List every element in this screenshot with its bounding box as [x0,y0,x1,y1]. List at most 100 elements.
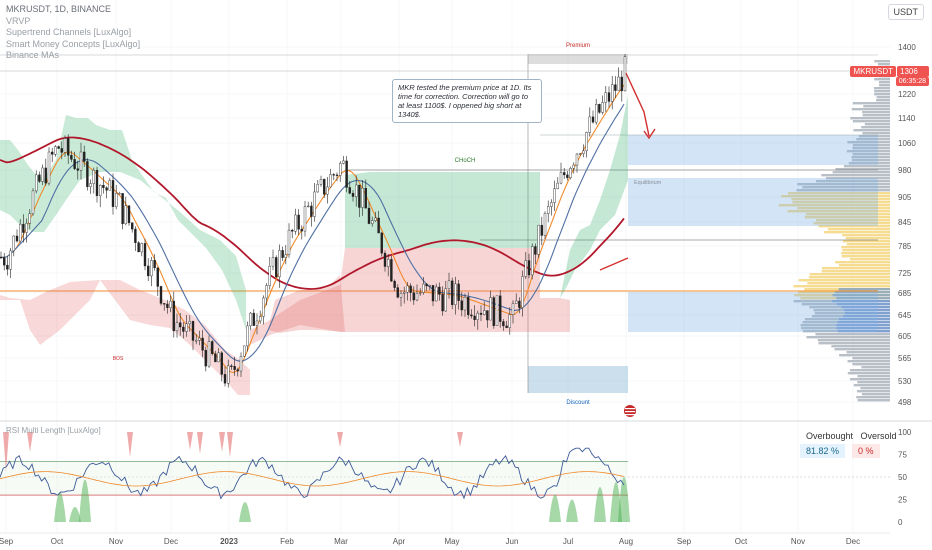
candle-body [44,167,47,184]
volume-profile-bar [835,261,890,264]
candle-body [332,174,335,176]
fvg-box-3 [628,292,878,332]
symbol-title[interactable]: MKRUSDT, 1D, BINANCE [6,4,112,14]
fvg-box-1 [628,135,878,165]
candle-body [547,206,550,214]
candle-body [527,260,531,276]
rsi-tick-label: 75 [898,451,907,460]
candle-body [41,167,44,182]
volume-profile-bar [836,297,890,300]
volume-profile-bar [842,240,890,243]
rsi-tick-label: 25 [898,496,907,505]
candle-body [531,246,534,276]
candle-body [51,151,54,155]
currency-button[interactable]: USDT [887,4,924,20]
candle-body [543,213,547,236]
rsi-title[interactable]: RSI Multi Length [LuxAlgo] [6,426,101,435]
candle-body [355,184,358,197]
volume-profile-bar [818,225,890,228]
volume-profile-bar [874,60,890,63]
volume-profile-bar [787,192,890,195]
rsi-oversold-spike [227,432,233,457]
price-tick-label: 1400 [898,43,916,52]
volume-profile-bar [834,291,890,294]
volume-profile-bar [861,393,890,396]
candle-body [28,213,31,224]
candle-body [114,193,118,207]
candle-body [156,267,160,287]
volume-profile-bar [808,276,890,279]
indicator-supertrend[interactable]: Supertrend Channels [LuxAlgo] [6,27,132,37]
candle-body [95,169,99,196]
time-tick-label: Apr [393,537,406,546]
volume-profile-bar [815,333,890,336]
candle-body [342,160,345,164]
indicator-vrvp[interactable]: VRVP [6,15,31,26]
volume-profile-bar [852,120,890,123]
price-tick-label: 845 [898,218,912,227]
volume-profile-bar [778,204,890,207]
volume-profile-bar [805,213,890,216]
candle-body [569,168,572,178]
candle-body [60,148,63,153]
candle-body [537,224,540,255]
candles [0,53,627,388]
countdown-tag: 06:35:28 [895,77,929,86]
candle-body [294,214,297,232]
rsi-overbought-spike [79,479,91,522]
volume-profile-bar [857,381,890,384]
candle-body [495,295,499,326]
candle-body [556,182,559,189]
price-tick-label: 1140 [898,114,916,123]
candle-body [300,229,303,232]
volume-profile-bar [852,153,890,156]
volume-profile-bar [874,93,890,96]
candle-body [393,280,396,288]
discount-box [528,366,628,393]
volume-profile-bar [796,189,890,192]
candle-body [255,320,259,326]
price-tick-label: 785 [898,242,912,251]
candle-body [412,292,415,301]
ma-200-line [0,136,625,290]
volume-profile-bar [804,216,890,219]
annotation-note[interactable]: MKR tested the premium price at 1D. Its … [392,79,542,123]
indicator-mas[interactable]: Binance MAs [6,50,60,60]
candle-body [467,296,470,316]
time-tick-label: Sep [677,537,692,546]
candle-body [588,116,591,133]
candle-body [399,293,403,298]
candle-body [207,341,211,367]
time-tick-label: Aug [619,537,633,546]
indicator-smc[interactable]: Smart Money Concepts [LuxAlgo] [6,38,141,49]
candle-body [435,286,438,302]
ma-mid-line [0,103,625,362]
candle-body [329,174,332,188]
candle-body [470,314,473,317]
candle-body [422,283,425,293]
volume-profile-bar [852,147,890,150]
candle-body [511,303,515,315]
premium-box [528,54,628,64]
candle-body [319,178,323,185]
rsi-tick-label: 50 [898,473,907,482]
candle-body [540,224,543,236]
volume-profile-bar [864,123,890,126]
candle-body [284,254,287,258]
candle-body [361,187,364,208]
volume-profile-bar [862,132,890,135]
volume-profile-bar [832,294,890,297]
volume-profile-bar [813,222,890,225]
candle-body [371,220,374,224]
candle-body [345,160,348,188]
candle-body [121,193,124,224]
candle-body [380,232,383,254]
candle-body [89,183,92,187]
candle-body [98,185,102,196]
candle-body [524,260,527,277]
candle-body [259,316,262,322]
time-tick-label: May [444,537,459,546]
volume-profile-bar [853,129,890,132]
candle-body [54,146,57,155]
rsi-oversold-spike [187,432,193,450]
